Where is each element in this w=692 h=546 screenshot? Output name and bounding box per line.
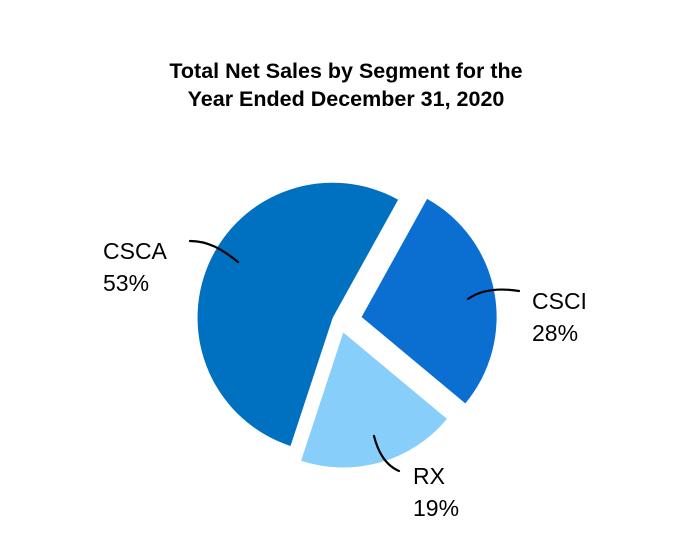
pie-slice-rx: [301, 332, 447, 468]
chart-title: Total Net Sales by Segment for the Year …: [0, 57, 692, 113]
chart-title-line2: Year Ended December 31, 2020: [187, 87, 505, 111]
slice-label-rx: RX 19%: [413, 460, 459, 524]
slice-label-csci-pct: 28%: [532, 320, 579, 346]
slice-label-csca-name: CSCA: [103, 238, 167, 264]
pie-slice-csca: [197, 182, 399, 446]
slice-label-rx-name: RX: [413, 463, 445, 489]
slice-label-csca-pct: 53%: [103, 270, 150, 296]
pie-slice-csci: [361, 198, 497, 404]
csca-leader-line: [188, 239, 240, 264]
slice-label-rx-pct: 19%: [413, 495, 460, 521]
rx-leader-line: [372, 434, 401, 473]
slice-label-csca: CSCA 53%: [103, 235, 167, 299]
slice-label-csci-name: CSCI: [532, 288, 587, 314]
csci-leader-line: [466, 288, 521, 301]
chart-title-line1: Total Net Sales by Segment for the: [169, 59, 523, 83]
slice-label-csci: CSCI 28%: [532, 285, 587, 349]
